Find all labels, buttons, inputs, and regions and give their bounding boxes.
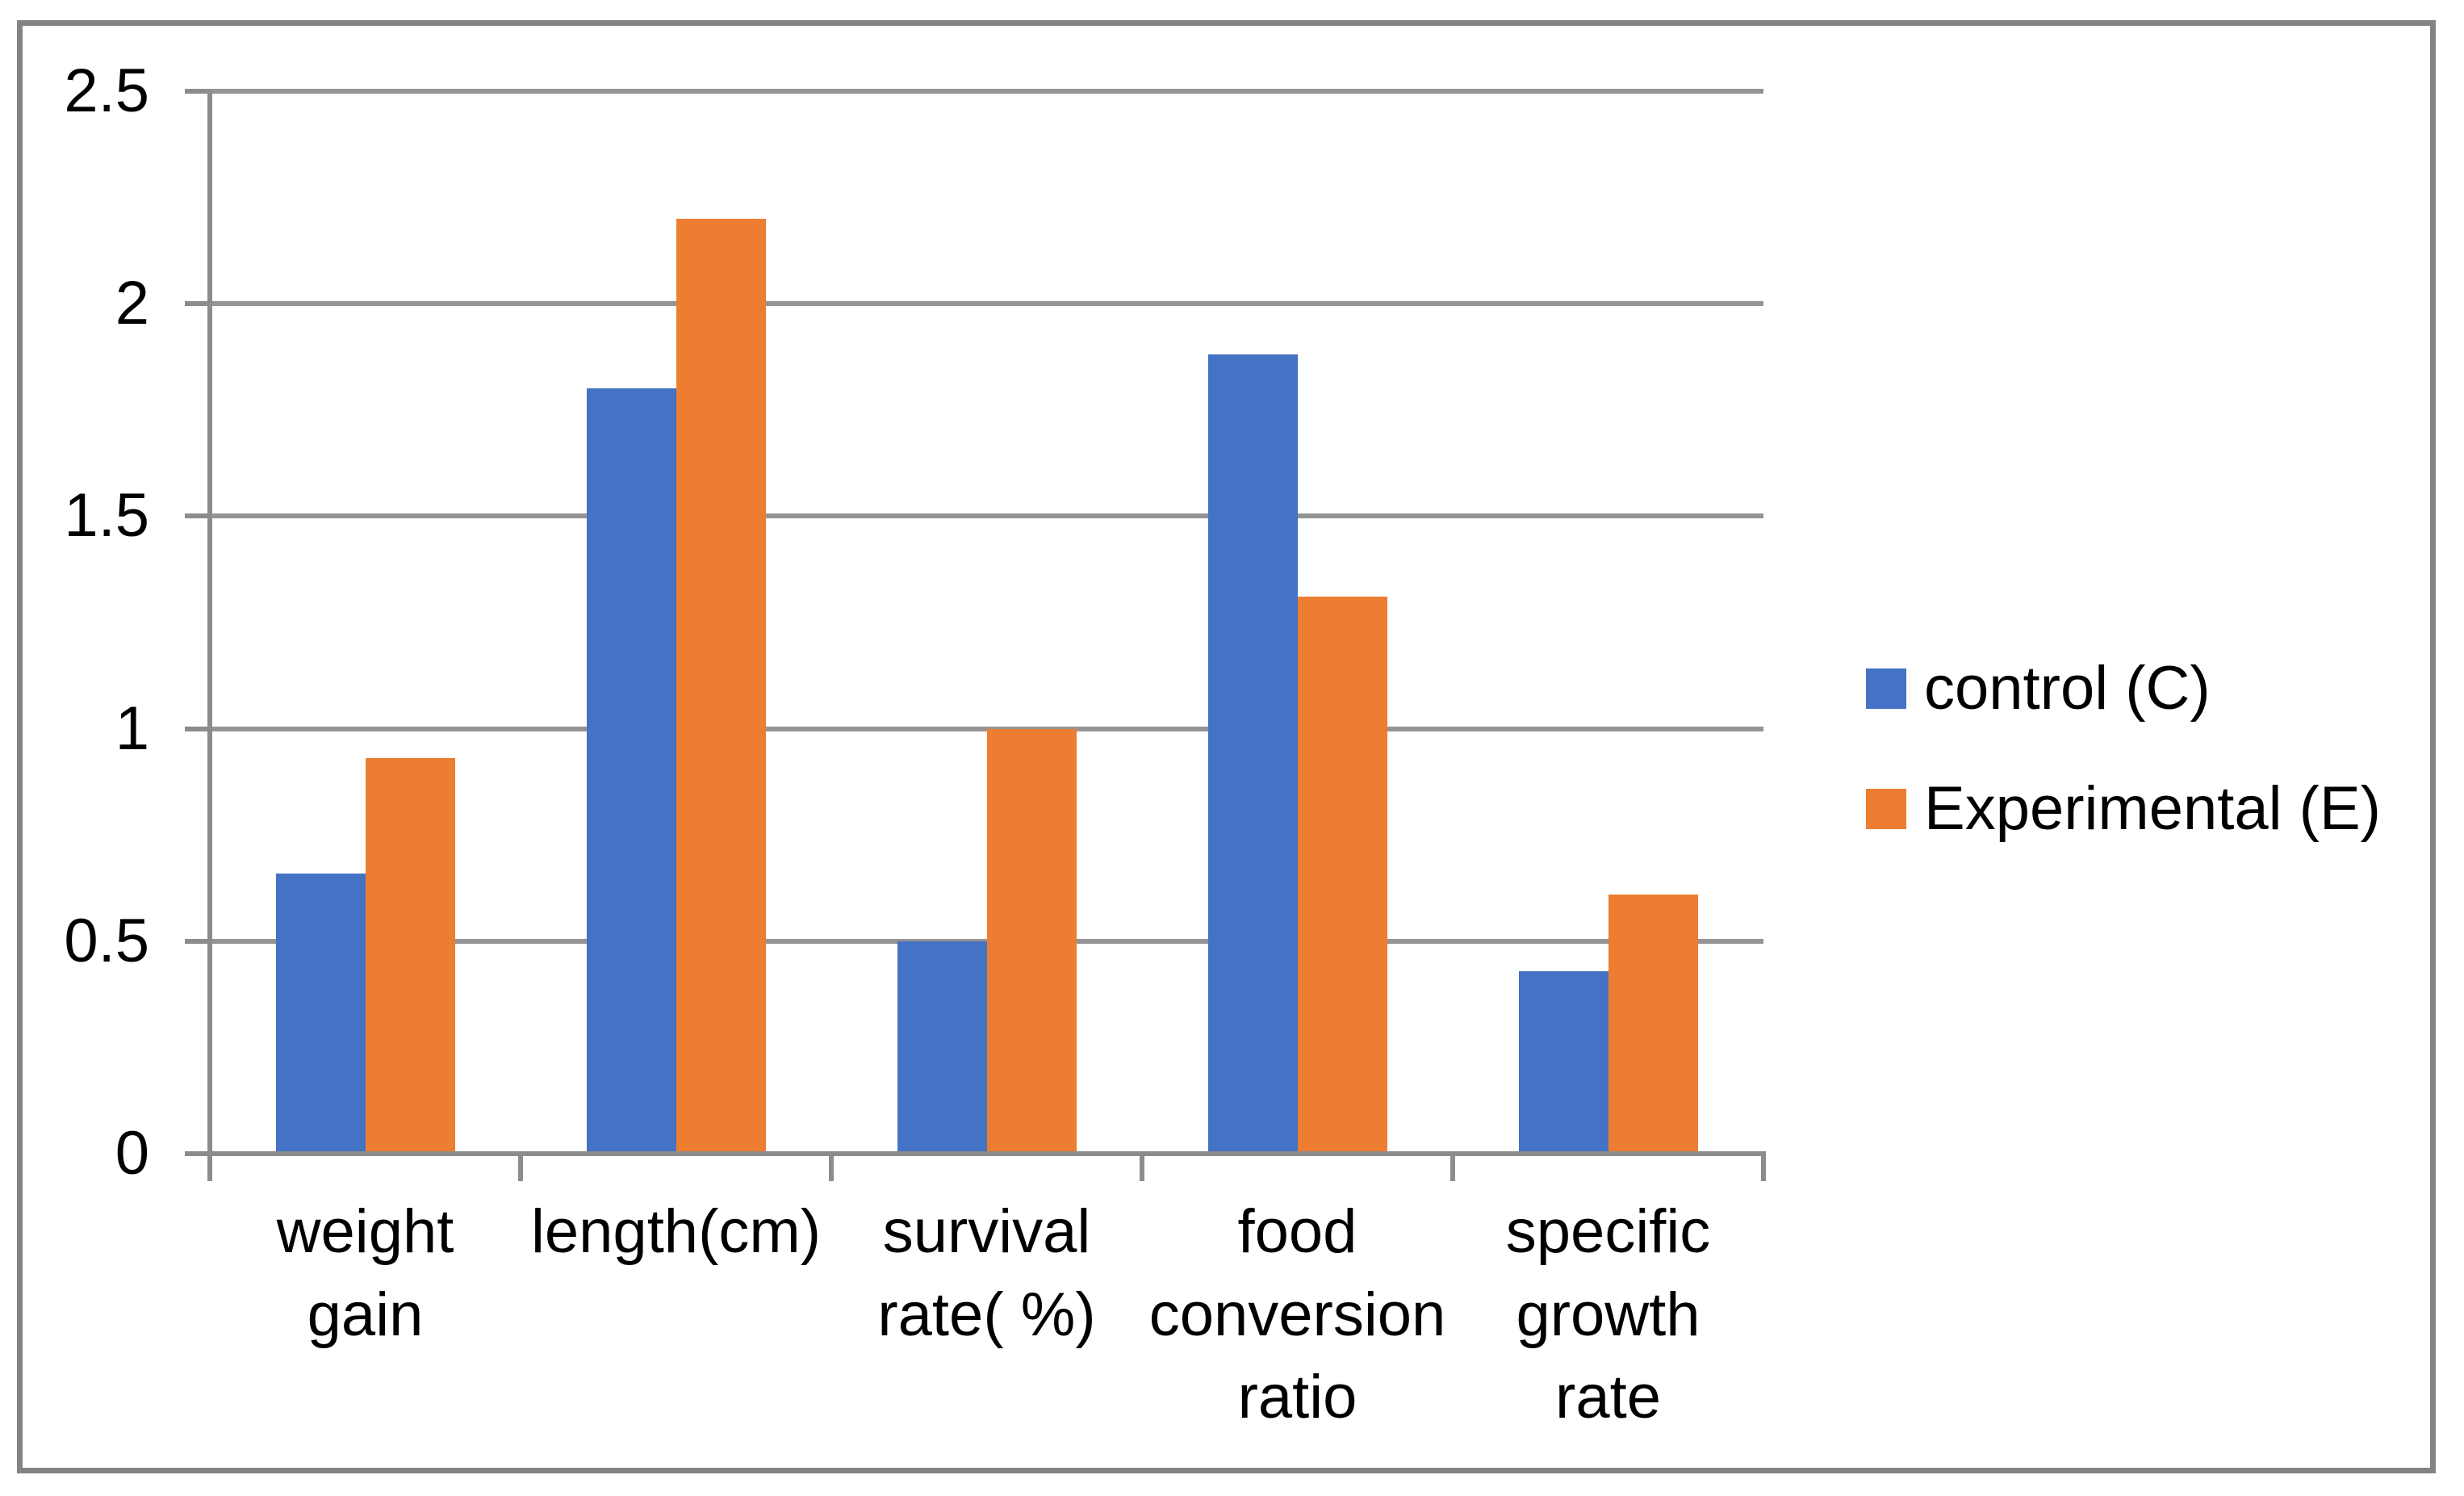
y-axis-line bbox=[207, 91, 212, 1156]
bar-control-c-survival-rate bbox=[897, 941, 987, 1154]
category-label-specific-growth-rate: specific growth rate bbox=[1505, 1197, 1711, 1432]
y-axis-tick bbox=[185, 513, 210, 519]
bar-experimental-e-survival-rate bbox=[986, 728, 1077, 1154]
y-tick-label-2.5: 2.5 bbox=[64, 57, 149, 125]
gridline-2.5 bbox=[210, 89, 1763, 94]
x-axis-tick bbox=[1450, 1154, 1455, 1181]
bar-control-c-weight-gain bbox=[275, 873, 366, 1154]
y-tick-label-1: 1 bbox=[115, 694, 149, 763]
gridline-1.5 bbox=[210, 513, 1763, 519]
category-label-length-cm: length(cm) bbox=[531, 1197, 821, 1266]
y-tick-label-0.5: 0.5 bbox=[64, 906, 149, 975]
category-label-food-conversion-ratio: food conversion ratio bbox=[1148, 1197, 1446, 1432]
y-tick-label-0: 0 bbox=[115, 1119, 149, 1188]
y-axis-tick bbox=[185, 726, 210, 731]
bar-experimental-e-specific-growth-rate bbox=[1608, 894, 1698, 1154]
bar-experimental-e-weight-gain bbox=[365, 758, 455, 1154]
legend-swatch-experimental-e bbox=[1866, 789, 1906, 829]
legend-swatch-control-c bbox=[1866, 668, 1906, 709]
x-axis-tick bbox=[1761, 1154, 1766, 1181]
y-tick-label-2: 2 bbox=[115, 269, 149, 338]
x-axis-tick bbox=[518, 1154, 523, 1181]
x-axis-tick bbox=[207, 1154, 212, 1181]
legend-item-control-c: control (C) bbox=[1866, 658, 2211, 719]
legend-item-experimental-e: Experimental (E) bbox=[1866, 778, 2381, 840]
y-axis-tick bbox=[185, 1151, 210, 1156]
x-axis-tick bbox=[829, 1154, 834, 1181]
x-axis-line bbox=[207, 1151, 1766, 1156]
category-label-weight-gain: weight gain bbox=[276, 1197, 454, 1349]
bar-experimental-e-food-conversion-ratio bbox=[1297, 597, 1387, 1154]
bar-control-c-food-conversion-ratio bbox=[1207, 354, 1298, 1154]
bar-control-c-specific-growth-rate bbox=[1518, 970, 1609, 1154]
legend-label-experimental-e: Experimental (E) bbox=[1924, 774, 2381, 843]
bar-experimental-e-length-cm bbox=[676, 218, 766, 1154]
gridline-2 bbox=[210, 301, 1763, 307]
legend-label-control-c: control (C) bbox=[1924, 654, 2211, 723]
y-axis-tick bbox=[185, 938, 210, 944]
bar-control-c-length-cm bbox=[586, 388, 676, 1154]
x-axis-tick bbox=[1140, 1154, 1144, 1181]
category-label-survival-rate: survival rate( %) bbox=[877, 1197, 1096, 1349]
y-axis-tick bbox=[185, 89, 210, 94]
y-tick-label-1.5: 1.5 bbox=[64, 481, 149, 551]
y-axis-tick bbox=[185, 301, 210, 307]
